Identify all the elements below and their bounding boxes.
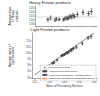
svg-text:Numerical calculation-Unadjust: Numerical calculation-Unadjusted Theory [49, 77, 95, 80]
svg-text:85: 85 [27, 69, 31, 73]
svg-text:Mass of Fissioning Nucleus: Mass of Fissioning Nucleus [46, 84, 83, 88]
svg-text:80: 80 [27, 75, 31, 79]
svg-text:144: 144 [29, 10, 34, 14]
svg-text:Phenomenological Theory: Phenomenological Theory [49, 70, 79, 73]
svg-text:105: 105 [26, 45, 31, 49]
svg-text:Light Fission products: Light Fission products [31, 27, 70, 32]
svg-text:138: 138 [29, 22, 34, 26]
svg-text:142: 142 [29, 14, 34, 18]
svg-text:140: 140 [29, 18, 34, 22]
svg-text:146: 146 [29, 6, 34, 10]
svg-text:light products: light products [11, 46, 15, 64]
svg-text:90: 90 [27, 63, 31, 67]
svg-text:Average mass: Average mass [8, 6, 12, 26]
svg-text:of heavy: of heavy [11, 10, 15, 22]
svg-text:Experimental Data: Experimental Data [49, 66, 70, 69]
svg-text:110: 110 [26, 38, 31, 42]
svg-text:Heavy Fission products: Heavy Fission products [29, 0, 71, 5]
svg-text:100: 100 [26, 51, 31, 55]
svg-text:220: 220 [32, 79, 37, 83]
svg-text:Numerical calculation-Adjusted: Numerical calculation-Adjusted Theory [49, 74, 93, 77]
svg-text:95: 95 [27, 57, 31, 61]
svg-text:products: products [15, 10, 19, 22]
svg-text:Average mass of: Average mass of [8, 44, 12, 67]
